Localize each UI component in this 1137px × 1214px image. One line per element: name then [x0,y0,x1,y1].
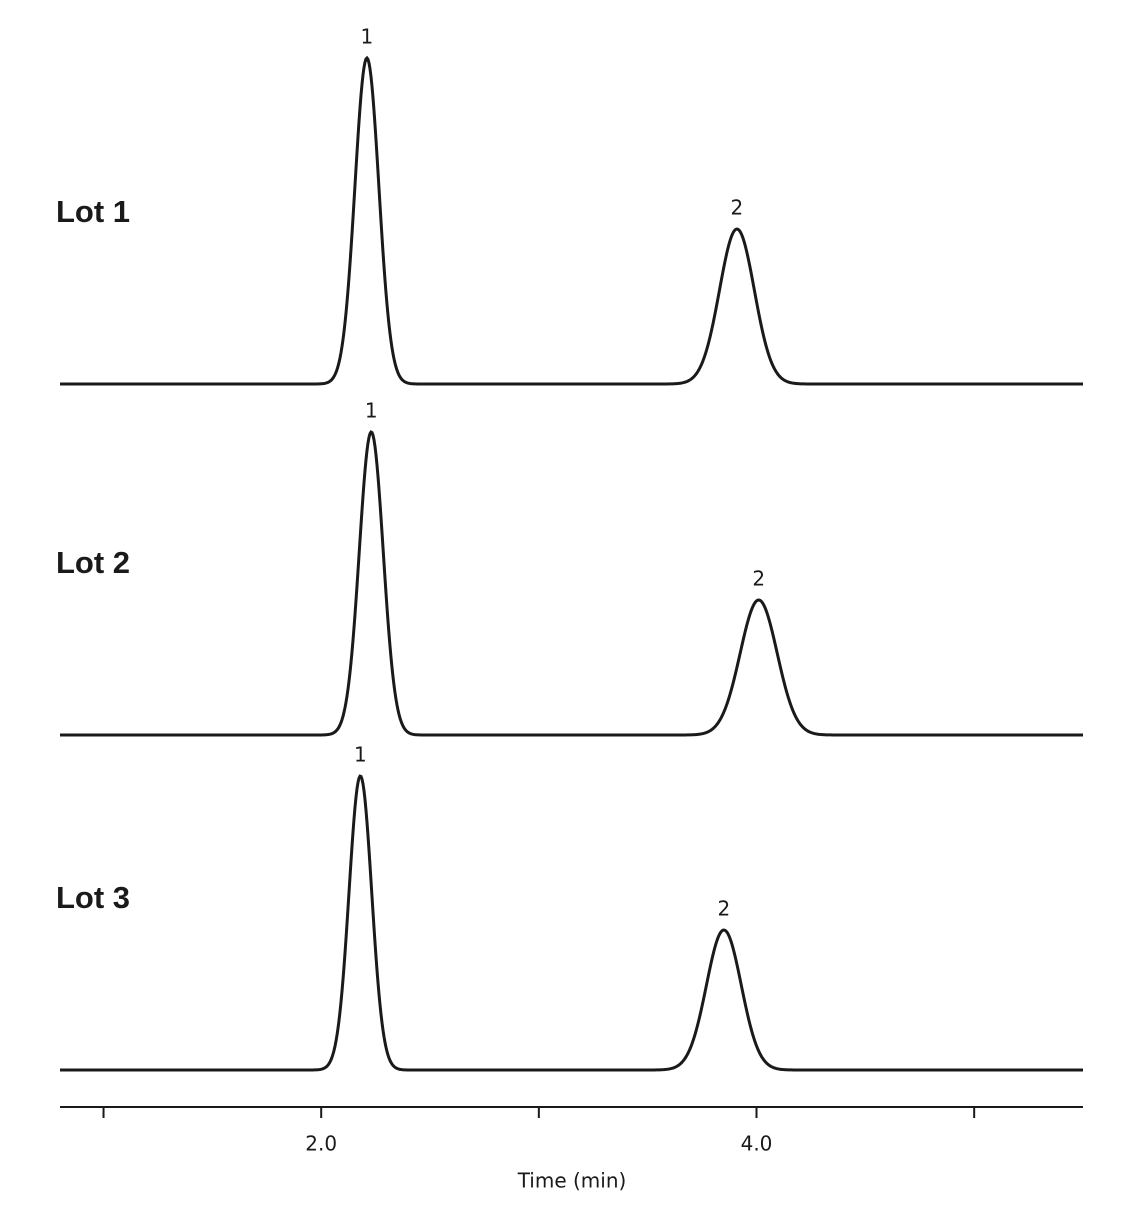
peak-label: 2 [731,196,744,220]
x-tick-label: 4.0 [741,1132,773,1156]
series-label: Lot 3 [56,880,130,915]
trace [60,55,1083,386]
series-label: Lot 2 [56,545,130,580]
peak-label: 1 [354,743,367,767]
peak-label: 1 [365,399,378,423]
trace [60,774,1083,1072]
peak-label: 2 [752,567,765,591]
x-axis-label: Time (min) [517,1169,627,1193]
trace [60,430,1083,737]
x-tick-label: 2.0 [305,1132,337,1156]
series-label: Lot 1 [56,194,130,229]
peak-label: 1 [361,25,374,49]
peak-label: 2 [717,897,730,921]
